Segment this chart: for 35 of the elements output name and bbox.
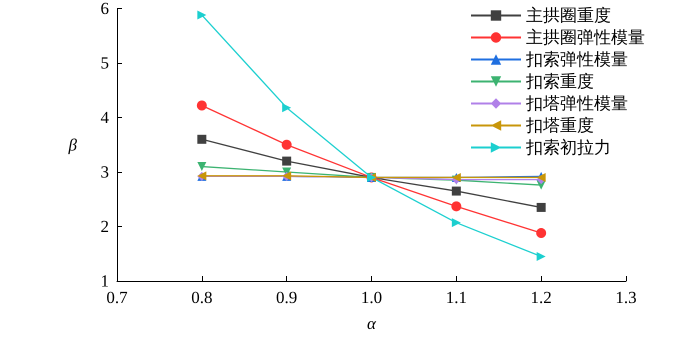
legend-label: 扣索重度 [525, 72, 594, 91]
point [451, 201, 462, 212]
point [197, 162, 206, 172]
point [282, 103, 292, 112]
y-tick-label: 4 [100, 108, 110, 127]
y-tick-label: 3 [100, 162, 109, 182]
x-tick-label: 0.7 [106, 288, 128, 307]
y-tick-label: 2 [100, 217, 109, 236]
point [452, 186, 461, 196]
point [282, 156, 292, 166]
x-tick-label: 1.1 [446, 288, 467, 307]
y-tick-label: 5 [100, 54, 109, 72]
y-tick-label: 1 [100, 272, 109, 290]
legend-label: 主拱圈重度 [526, 6, 611, 25]
point [536, 228, 546, 238]
y-axis-title: β [68, 135, 78, 154]
legend-label: 扣塔重度 [525, 116, 594, 135]
legend-label: 扣塔弹性模量 [525, 94, 628, 113]
x-axis-title: α [367, 314, 378, 333]
x-tick-label: 1.2 [530, 288, 552, 307]
x-tick-label: 1.3 [615, 288, 637, 307]
x-tick-label: 0.8 [191, 288, 212, 307]
x-tick-label: 1.0 [360, 288, 382, 307]
point [197, 134, 206, 144]
point [536, 252, 546, 261]
point [197, 10, 206, 20]
legend-label: 扣索初拉力 [525, 138, 611, 157]
point [536, 202, 546, 212]
point [452, 218, 461, 228]
y-tick-label: 6 [100, 0, 109, 18]
point [282, 140, 292, 150]
point [196, 100, 207, 111]
legend-label: 主拱圈弹性模量 [526, 28, 645, 47]
x-tick-label: 0.9 [276, 288, 298, 307]
legend-label: 扣索弹性模量 [525, 50, 628, 69]
